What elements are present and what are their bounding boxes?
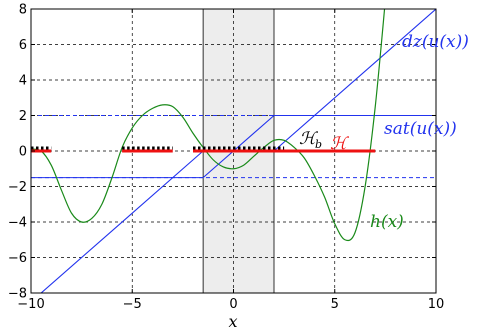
hb-subscript: b <box>315 138 322 151</box>
y-tick-label: 4 <box>19 74 27 89</box>
x-tick-label: 10 <box>428 297 445 312</box>
h-curve <box>31 9 386 242</box>
hb-label: ℋ <box>299 129 319 149</box>
dz-label: dz(u(x)) <box>402 32 469 52</box>
y-tick-label: −2 <box>8 180 27 195</box>
y-tick-label: −4 <box>8 216 27 231</box>
x-tick-label: 0 <box>229 297 237 312</box>
y-tick-label: 2 <box>19 109 27 124</box>
y-tick-label: 8 <box>19 3 27 18</box>
y-tick-label: 0 <box>19 145 27 160</box>
x-tick-label: −5 <box>123 297 142 312</box>
x-axis-label: x <box>228 312 237 331</box>
sat-label: sat(u(x)) <box>384 119 457 139</box>
y-tick-label: 6 <box>19 38 27 53</box>
h-label: h(x) <box>370 212 404 232</box>
y-tick-label: −8 <box>8 287 27 302</box>
h-red-label: ℋ <box>330 134 350 154</box>
x-tick-label: −10 <box>17 297 44 312</box>
y-tick-label: −6 <box>8 251 27 266</box>
x-tick-label: 5 <box>331 297 339 312</box>
